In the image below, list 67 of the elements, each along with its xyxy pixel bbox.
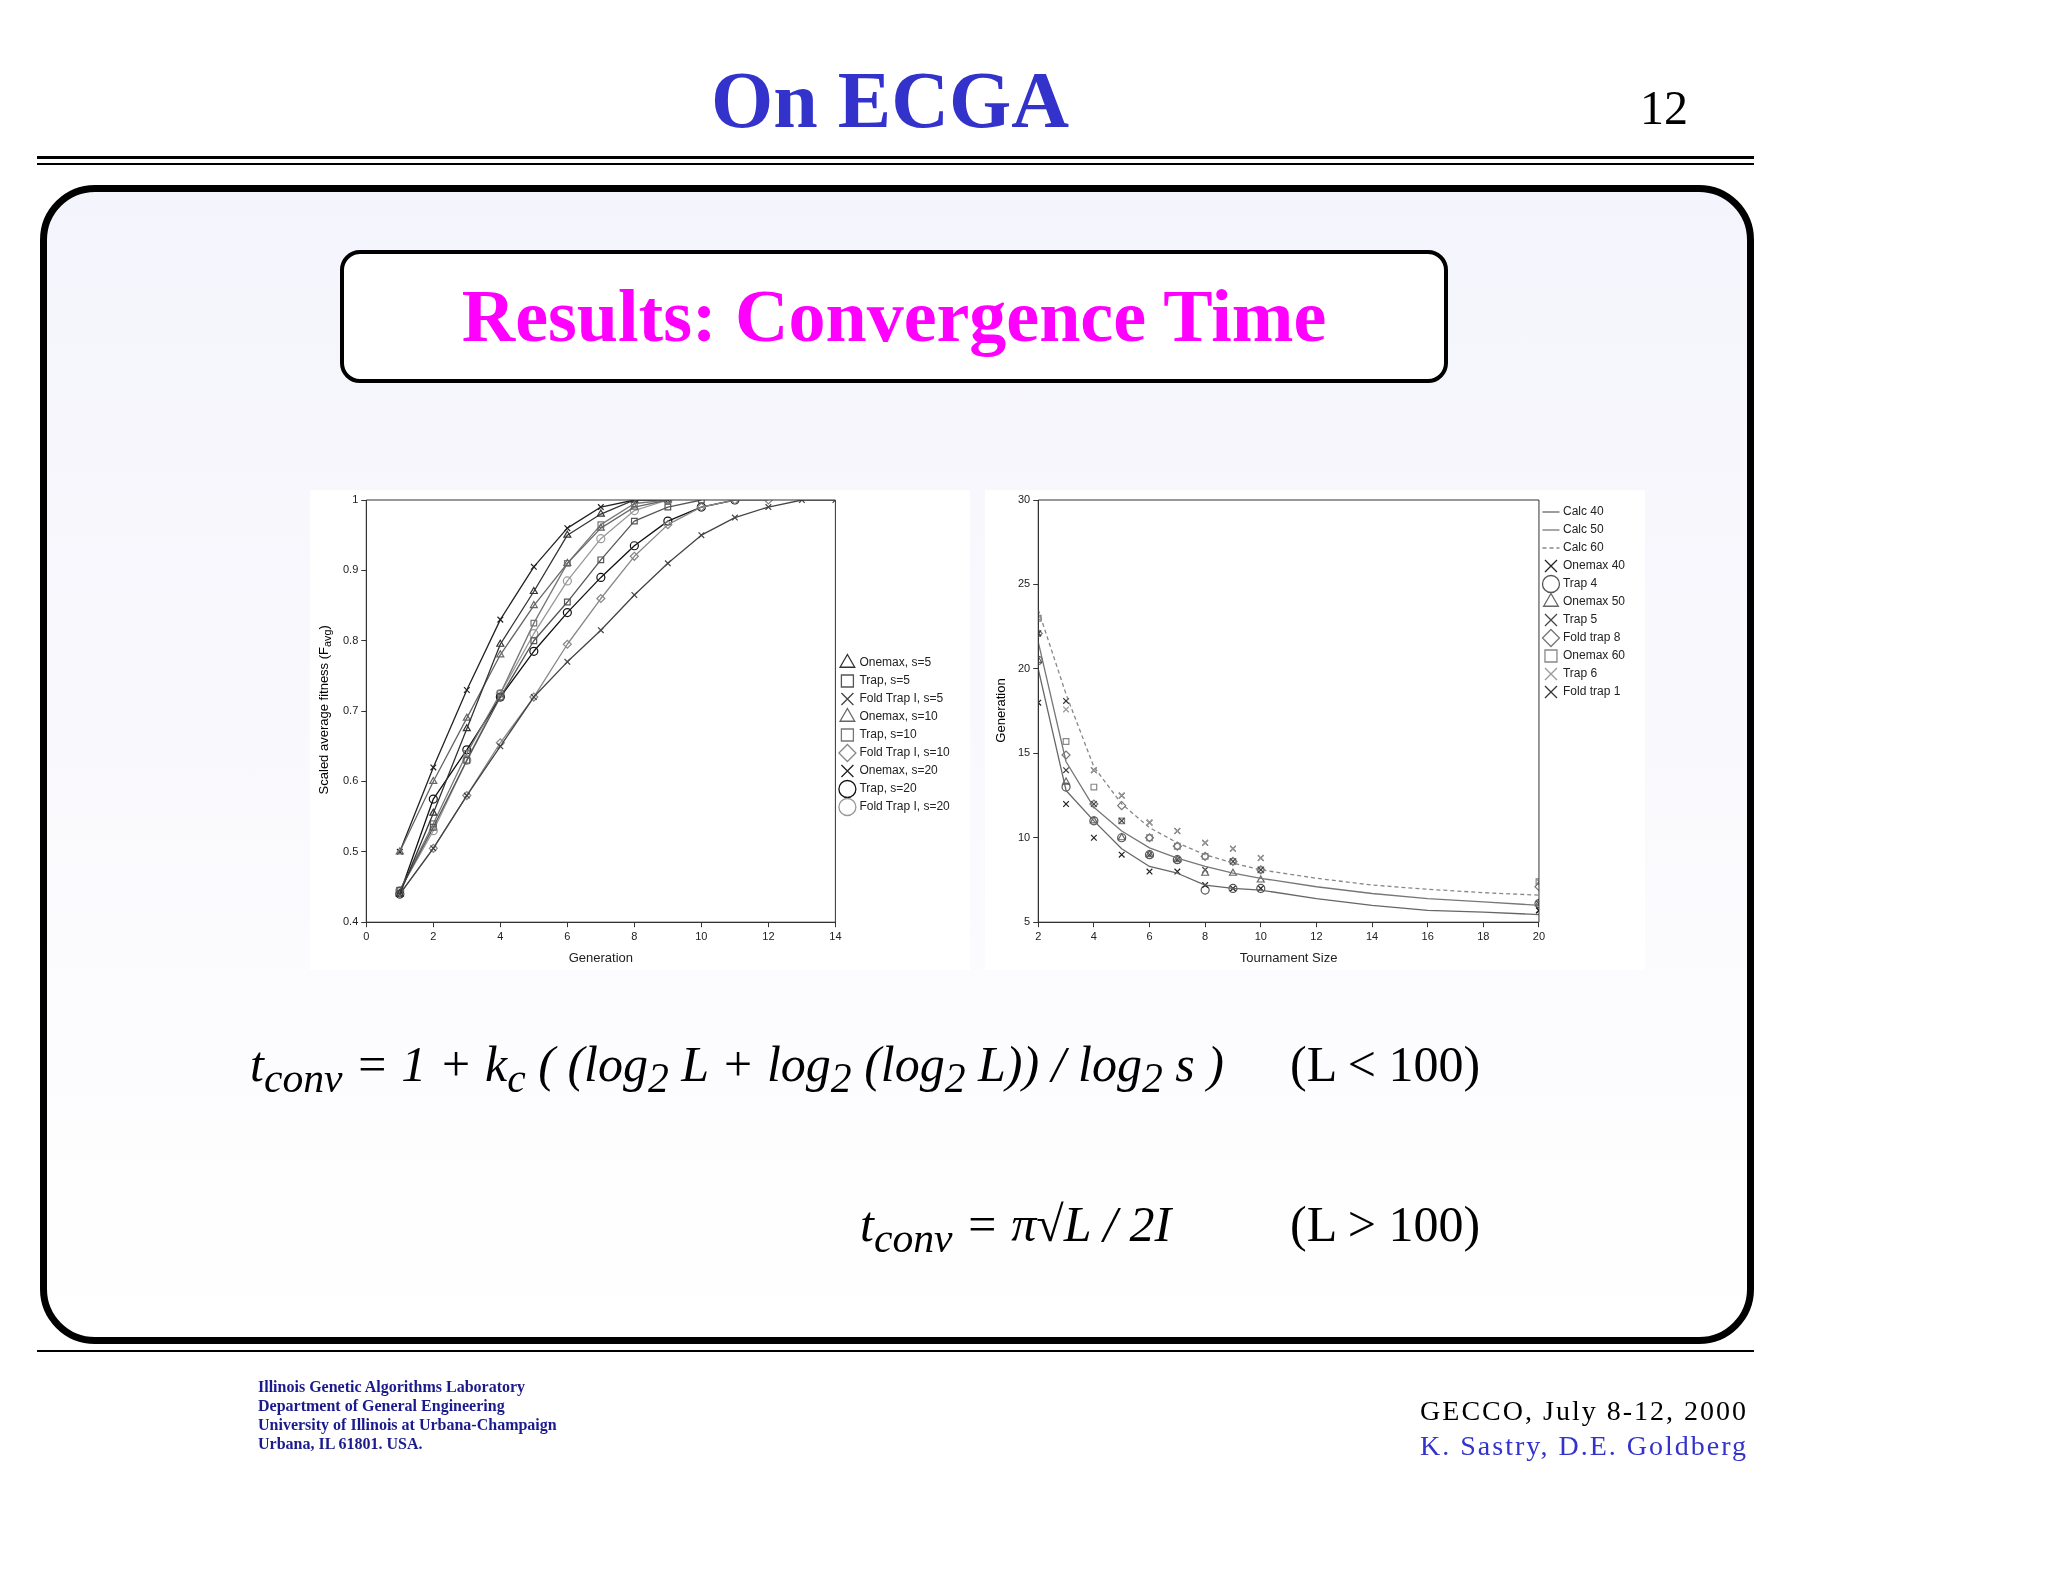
y-tick-label: 0.8 [342, 633, 359, 646]
x-tick-label: 18 [1477, 929, 1490, 942]
y-tick-label: 30 [1017, 493, 1031, 506]
text: K. Sastry, D.E. Goldberg [1420, 1430, 1748, 1462]
y-tick-label: 0.4 [342, 915, 359, 928]
legend-label: Onemax 40 [1562, 558, 1626, 573]
text: Results: Convergence Time [340, 250, 1448, 383]
text: Urbana, IL 61801. USA. [258, 1435, 423, 1453]
y-tick-label: 10 [1017, 830, 1031, 843]
legend-label: Fold Trap I, s=5 [859, 691, 944, 706]
legend-label: Trap, s=10 [859, 727, 917, 742]
x-axis-title: Tournament Size [1239, 949, 1338, 965]
y-tick-label: 15 [1017, 746, 1031, 759]
x-tick-label: 12 [762, 929, 775, 942]
x-tick-label: 8 [631, 929, 638, 942]
text: On ECGA [711, 56, 1069, 144]
y-tick-label: 0.9 [342, 563, 359, 576]
legend-label: Trap 4 [1562, 576, 1598, 591]
x-tick-label: 6 [1146, 929, 1153, 942]
text: Illinois Genetic Algorithms Laboratory [258, 1378, 526, 1396]
x-tick-label: 10 [695, 929, 708, 942]
legend-label: Trap 5 [1562, 612, 1598, 627]
text: GECCO, July 8-12, 2000 [1420, 1395, 1748, 1427]
x-tick-label: 8 [1202, 929, 1209, 942]
x-tick-label: 0 [363, 929, 370, 942]
text: University of Illinois at Urbana-Champaign [258, 1416, 557, 1434]
text: Department of General Engineering [258, 1397, 505, 1415]
x-axis-title: Generation [568, 949, 634, 965]
y-tick-label: 0.7 [342, 704, 359, 717]
text: t$_{conv}$ = π√L / 2I [860, 1195, 1172, 1262]
legend-label: Onemax, s=20 [859, 763, 939, 778]
legend-label: Calc 60 [1562, 540, 1604, 555]
legend-label: Fold trap 8 [1562, 630, 1621, 645]
x-tick-label: 14 [829, 929, 842, 942]
text: t$_{conv}$ = 1 + k$_{c}$ ( (log$_{2}$ L + log$_{2}$ (log$_{2}$ L)) / log$_{2}$ s ) [250, 1036, 1224, 1101]
y-tick-label: 0.6 [342, 774, 359, 787]
legend-label: Trap 6 [1562, 666, 1598, 681]
legend-label: Onemax 50 [1562, 594, 1626, 609]
legend-label: Onemax, s=10 [859, 709, 939, 724]
x-tick-label: 4 [1090, 929, 1097, 942]
text: 12 [1640, 80, 1688, 135]
x-tick-label: 20 [1532, 929, 1546, 942]
y-tick-label: 0.5 [342, 844, 359, 857]
legend-label: Trap, s=5 [859, 673, 911, 688]
x-tick-label: 4 [497, 929, 504, 942]
x-tick-label: 12 [1310, 929, 1323, 942]
legend-label: Fold Trap I, s=10 [859, 745, 951, 760]
legend-label: Onemax 60 [1562, 648, 1626, 663]
legend-label: Fold Trap I, s=20 [859, 799, 951, 814]
legend-label: Fold trap 1 [1562, 684, 1621, 699]
y-tick-label: 20 [1017, 661, 1031, 674]
y-tick-label: 5 [1024, 915, 1031, 928]
text: (L > 100) [1290, 1195, 1481, 1253]
x-tick-label: 10 [1254, 929, 1267, 942]
y-tick-label: 1 [352, 493, 359, 506]
x-tick-label: 14 [1365, 929, 1379, 942]
legend-label: Calc 50 [1562, 522, 1604, 537]
x-tick-label: 2 [430, 929, 437, 942]
x-tick-label: 16 [1421, 929, 1434, 942]
legend-label: Trap, s=20 [859, 781, 917, 796]
x-tick-label: 6 [564, 929, 571, 942]
y-tick-label: 25 [1017, 577, 1031, 590]
y-axis-title: Generation [992, 677, 1008, 743]
text: (L < 100) [1290, 1035, 1481, 1093]
x-tick-label: 2 [1035, 929, 1042, 942]
legend-label: Onemax, s=5 [859, 655, 932, 670]
legend-label: Calc 40 [1562, 504, 1604, 519]
